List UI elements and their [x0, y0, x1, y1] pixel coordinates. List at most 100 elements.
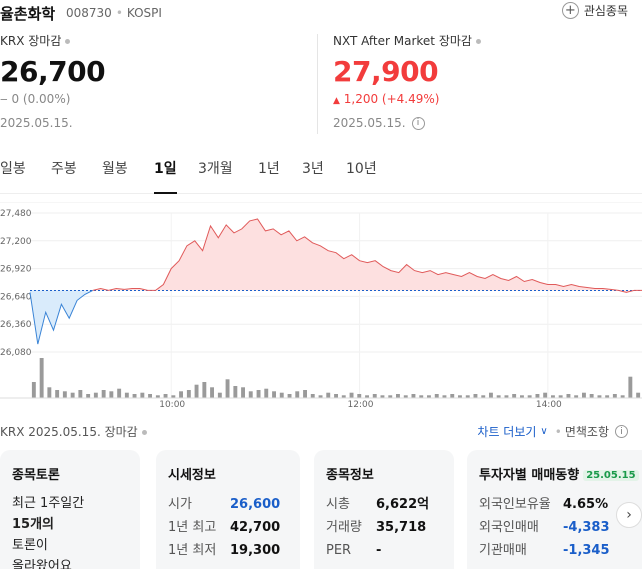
volume-bar	[78, 390, 83, 398]
disclaimer-link[interactable]: 면책조항	[564, 425, 609, 439]
nxt-date: 2025.05.15.	[333, 116, 406, 130]
price-chart-svg[interactable]: 27,480 27,200 26,920 26,640 26,360 26,080 10:0…	[0, 201, 642, 414]
volume-bar	[210, 387, 214, 398]
discussion-line: 최근 1주일간	[12, 496, 85, 511]
volume-bar	[148, 394, 152, 398]
price-chart[interactable]: 27,480 27,200 26,920 26,640 26,360 26,080 10:0…	[0, 201, 642, 418]
chart-footer-status: KRX 2025.05.15. 장마감	[0, 423, 147, 440]
volume-bar	[551, 395, 555, 398]
flat-dash-icon: ‒	[0, 92, 8, 106]
volume-bar	[186, 390, 191, 398]
tab-1day[interactable]: 1일	[154, 158, 177, 194]
volume-bar	[473, 394, 478, 398]
volume-bar	[101, 390, 106, 398]
volume-bar	[248, 391, 253, 398]
vertical-divider	[317, 34, 318, 134]
more-chart-link[interactable]: 차트 더보기	[477, 425, 537, 439]
investor-row: 외국인매매 -4,383	[479, 516, 630, 539]
volume-bar	[465, 395, 470, 398]
quote-key: 1년 최고	[168, 520, 217, 535]
volume-bar	[458, 395, 462, 398]
volume-bar	[155, 395, 160, 398]
volume-bar	[225, 379, 230, 398]
status-dot-icon	[65, 39, 71, 44]
volume-bar	[124, 392, 129, 398]
volume-bar	[303, 390, 307, 398]
volume-bar	[179, 391, 183, 398]
volume-bar	[241, 387, 245, 398]
stock-info-row: 시총 6,622억	[326, 493, 442, 516]
up-triangle-icon: ▲	[333, 96, 340, 106]
volume-bar	[318, 395, 323, 398]
volume-bar	[287, 394, 292, 398]
x-tick-label: 10:00	[159, 400, 185, 410]
volume-bar	[396, 394, 400, 398]
quote-value: 42,700	[230, 520, 281, 535]
krx-date: 2025.05.15.	[0, 116, 73, 130]
volume-bar	[434, 394, 439, 398]
volume-bar	[612, 394, 617, 398]
tab-3year[interactable]: 3년	[302, 161, 324, 177]
quote-card[interactable]: 시세정보 시가 26,600 1년 최고 42,700 1년 최저 19,300	[156, 450, 300, 569]
next-card-button[interactable]: ›	[616, 502, 642, 528]
exchange-name: KOSPI	[126, 6, 162, 20]
add-favorite-button[interactable]: + 관심종목	[561, 2, 628, 19]
volume-bar	[163, 394, 168, 398]
investor-value: -4,383	[563, 520, 610, 535]
investor-trend-title: 투자자별 매매동향	[479, 468, 580, 483]
chart-footer: KRX 2025.05.15. 장마감 차트 더보기 ∨ • 면책조항 i	[0, 423, 642, 441]
info-icon[interactable]: i	[411, 116, 425, 130]
discussion-card[interactable]: 종목토론 최근 1주일간 15개의 토론이 올라왔어요	[0, 450, 140, 569]
volume-bar	[62, 391, 67, 398]
volume-bar	[489, 392, 493, 398]
investor-value: -1,345	[563, 543, 610, 558]
discussion-title: 종목토론	[12, 468, 60, 483]
favorite-label: 관심종목	[583, 4, 628, 18]
nxt-label: NXT After Market 장마감	[333, 34, 472, 48]
volume-bar	[171, 395, 176, 398]
volume-bar	[39, 358, 44, 398]
tab-monthly[interactable]: 월봉	[102, 161, 128, 177]
volume-bar	[388, 395, 393, 398]
volume-bar	[310, 394, 315, 398]
volume-bar	[450, 394, 455, 398]
investor-trend-card[interactable]: 투자자별 매매동향 25.05.15 외국인보유율 4.65% 외국인매매 -4,38…	[467, 450, 642, 569]
volume-bar	[504, 395, 509, 398]
volume-bar	[543, 392, 548, 398]
volume-bar	[558, 395, 563, 398]
tab-weekly[interactable]: 주봉	[51, 161, 77, 177]
volume-bar	[496, 395, 501, 398]
volume-bar	[47, 387, 52, 398]
tab-3month[interactable]: 3개월	[198, 161, 233, 177]
volume-bar	[512, 394, 517, 398]
info-icon[interactable]: i	[615, 425, 628, 438]
volume-bar	[117, 388, 122, 398]
volume-bar	[132, 394, 137, 398]
separator-dot-icon: •	[115, 6, 123, 20]
krx-label: KRX 장마감	[0, 34, 62, 48]
y-tick-label: 26,080	[0, 348, 32, 358]
y-tick-label: 26,640	[0, 292, 32, 302]
investor-row: 기관매매 -1,345	[479, 539, 630, 562]
stock-info-row: PER -	[326, 539, 442, 562]
krx-change: ‒ 0 (0.00%)	[0, 92, 105, 106]
quote-key: 1년 최저	[168, 543, 217, 558]
stock-info-card[interactable]: 종목정보 시총 6,622억 거래량 35,718 PER -	[314, 450, 454, 569]
chevron-down-icon[interactable]: ∨	[540, 426, 548, 437]
volume-bar	[527, 395, 532, 398]
tab-1year[interactable]: 1년	[258, 161, 280, 177]
volume-bar	[349, 392, 354, 398]
discussion-line: 15개의	[12, 517, 55, 532]
volume-bar	[636, 392, 641, 398]
plus-icon: +	[561, 2, 579, 19]
chart-footer-text: KRX 2025.05.15. 장마감	[0, 425, 138, 439]
volume-bar	[194, 384, 199, 398]
tab-daily[interactable]: 일봉	[0, 161, 26, 177]
quote-value: 26,600	[230, 497, 281, 512]
volume-bar	[55, 390, 60, 398]
volume-bar	[357, 394, 362, 398]
tab-10year[interactable]: 10년	[346, 161, 377, 177]
discussion-line: 토론이	[12, 538, 48, 553]
status-dot-icon	[141, 430, 147, 435]
volume-bar	[233, 386, 238, 398]
